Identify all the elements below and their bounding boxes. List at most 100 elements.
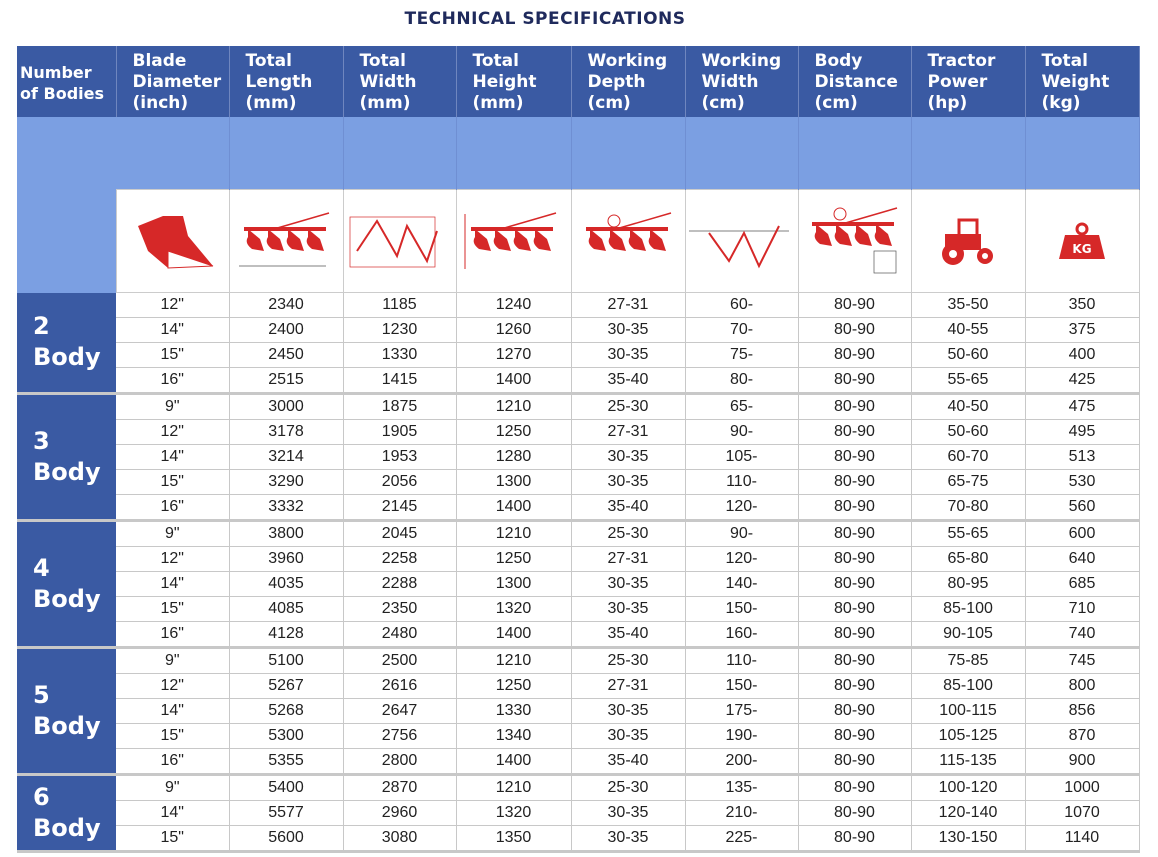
table-cell: 425 [1025,367,1140,395]
body-group-label: 3 Body [17,393,116,522]
table-row: 16" 4128 2480 1400 35-40 160- 80-90 90-105 740 [17,621,1140,649]
table-cell: 2480 [343,621,457,649]
plough-length-diagram-icon [228,189,344,293]
table-cell: 120- [685,546,799,572]
table-cell: 2500 [343,647,457,674]
table-cell: 27-31 [571,419,686,445]
column-header: Total Height (mm) [456,46,572,117]
header-band [343,117,457,190]
table-cell: 1340 [456,723,572,749]
table-cell: 55-65 [911,520,1026,547]
table-cell: 35-50 [911,292,1026,318]
table-cell: 1000 [1025,774,1140,801]
table-row: 16" 2515 1415 1400 35-40 80- 80-90 55-65 425 [17,367,1140,395]
group-label-text: 2 Body [33,312,101,372]
table-cell: 90- [685,419,799,445]
table-cell: 55-65 [911,367,1026,395]
header-band [1025,117,1140,190]
table-cell: 3960 [229,546,344,572]
table-cell: 1210 [456,520,572,547]
column-header: Blade Diameter (inch) [116,46,230,117]
table-row: 15" 3290 2056 1300 30-35 110- 80-90 65-75 530 [17,469,1140,495]
table-cell: 1300 [456,469,572,495]
column-header: Total Weight (kg) [1025,46,1140,117]
table-cell: 12" [116,673,230,699]
table-cell: 75- [685,342,799,368]
table-cell: 30-35 [571,825,686,853]
table-cell: 1320 [456,596,572,622]
table-cell: 30-35 [571,571,686,597]
table-cell: 640 [1025,546,1140,572]
table-cell: 1400 [456,494,572,522]
table-cell: 870 [1025,723,1140,749]
table-cell: 900 [1025,748,1140,776]
table-cell: 15" [116,469,230,495]
table-cell: 110- [685,647,799,674]
table-cell: 160- [685,621,799,649]
table-cell: 80-90 [798,800,912,826]
table-cell: 1250 [456,419,572,445]
table-cell: 2350 [343,596,457,622]
table-cell: 1330 [343,342,457,368]
header-band [116,117,230,190]
header-band [911,117,1026,190]
plough-blade-icon [115,189,230,293]
table-cell: 2056 [343,469,457,495]
table-cell: 100-115 [911,698,1026,724]
table-row: 15" 2450 1330 1270 30-35 75- 80-90 50-60 400 [17,342,1140,368]
table-cell: 12" [116,546,230,572]
table-cell: 5355 [229,748,344,776]
column-header: Working Depth (cm) [571,46,686,117]
table-cell: 27-31 [571,292,686,318]
table-cell: 40-55 [911,317,1026,343]
table-cell: 175- [685,698,799,724]
column-header: Total Width (mm) [343,46,457,117]
table-cell: 2340 [229,292,344,318]
table-cell: 16" [116,494,230,522]
table-cell: 2800 [343,748,457,776]
table-cell: 14" [116,698,230,724]
table-cell: 745 [1025,647,1140,674]
table-cell: 80-90 [798,647,912,674]
table-cell: 80-90 [798,546,912,572]
table-cell: 40-50 [911,393,1026,420]
table-row: 15" 5600 3080 1350 30-35 225- 80-90 130-150 1140 [17,825,1140,853]
table-cell: 1320 [456,800,572,826]
header-band [17,117,116,293]
table-cell: 50-60 [911,419,1026,445]
body-group-label: 4 Body [17,520,116,649]
table-row: 3 Body 9" 3000 1875 1210 25-30 65- 80-90 40-50 47… [17,393,1140,522]
table-cell: 4085 [229,596,344,622]
table-cell: 2515 [229,367,344,395]
table-cell: 90-105 [911,621,1026,649]
plough-body-distance-diagram-icon [797,189,912,293]
table-row: 14" 5268 2647 1330 30-35 175- 80-90 100-115 856 [17,698,1140,724]
table-cell: 80-90 [798,367,912,395]
header-band [456,117,572,190]
table-cell: 65-75 [911,469,1026,495]
table-cell: 3214 [229,444,344,470]
column-header: Total Length (mm) [229,46,344,117]
table-row: 15" 5300 2756 1340 30-35 190- 80-90 105-125 870 [17,723,1140,749]
table-cell: 12" [116,292,230,318]
table-cell: 25-30 [571,520,686,547]
table-cell: 80-90 [798,723,912,749]
table-cell: 14" [116,317,230,343]
table-cell: 4128 [229,621,344,649]
plough-width-diagram-icon [342,189,457,293]
table-cell: 740 [1025,621,1140,649]
plough-depth-diagram-icon [570,189,686,293]
table-cell: 1140 [1025,825,1140,853]
table-cell: 27-31 [571,546,686,572]
page-title: TECHNICAL SPECIFICATIONS [404,9,686,29]
table-row: 15" 4085 2350 1320 30-35 150- 80-90 85-100 710 [17,596,1140,622]
table-cell: 15" [116,342,230,368]
plough-height-diagram-icon [455,189,572,293]
table-cell: 1280 [456,444,572,470]
table-cell: 35-40 [571,367,686,395]
table-cell: 1330 [456,698,572,724]
table-cell: 2045 [343,520,457,547]
table-cell: 110- [685,469,799,495]
table-row: 12" 5267 2616 1250 27-31 150- 80-90 85-100 800 [17,673,1140,699]
table-cell: 80-90 [798,342,912,368]
